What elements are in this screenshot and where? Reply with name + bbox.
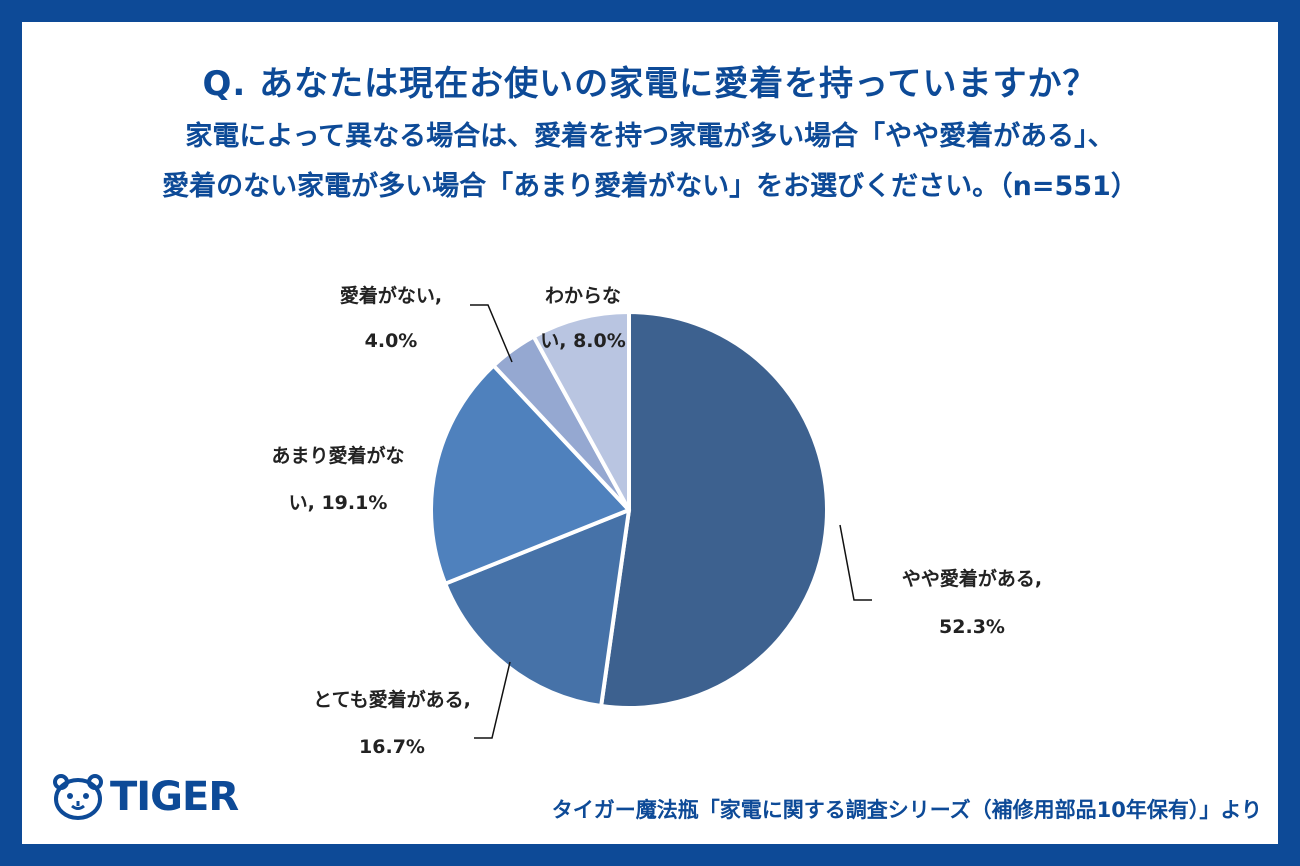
chart-subtitle-line1: 家電によって異なる場合は、愛着を持つ家電が多い場合「やや愛着がある」、: [185, 121, 1115, 152]
chart-title: Q. あなたは現在お使いの家電に愛着を持っていますか？: [202, 64, 1098, 104]
slice-label-2-line1: とても愛着がある,: [313, 688, 471, 711]
slice-label-2-line2: 16.7%: [359, 736, 425, 758]
slice-label-3-line2: い, 19.1%: [289, 492, 388, 514]
pie-slice-1: [599, 310, 829, 710]
slice-label-1-line1: やや愛着がある,: [902, 567, 1042, 590]
chart-card: Q. あなたは現在お使いの家電に愛着を持っていますか？ 家電によって異なる場合は…: [22, 22, 1278, 844]
leader-line-1: [839, 524, 872, 601]
logo-text: TIGER: [110, 774, 239, 820]
tiger-face-icon: [53, 774, 103, 820]
source-note: タイガー魔法瓶「家電に関する調査シリーズ（補修用部品10年保有）」より: [551, 798, 1262, 822]
slice-label-5-line1: わからな: [545, 285, 621, 307]
slice-label-5-line2: い, 8.0%: [540, 330, 626, 352]
leader-line-4: [470, 304, 513, 363]
tiger-logo: TIGER: [52, 774, 239, 820]
slice-label-3-line1: あまり愛着がな: [271, 444, 404, 467]
slice-label-4-line1: 愛着がない,: [340, 284, 442, 307]
pie-slice-3: [429, 363, 631, 586]
pie-chart: やや愛着がある, 52.3% とても愛着がある, 16.7% あまり愛着がない, 19.…: [271, 284, 1042, 758]
pie-slice-2: [443, 508, 631, 709]
slice-label-4-line2: 4.0%: [365, 330, 418, 352]
pie-slice-5: [531, 310, 631, 512]
chart-subtitle-line2: 愛着のない家電が多い場合「あまり愛着がない」をお選びください。（n=551）: [162, 171, 1138, 202]
slice-label-1-line2: 52.3%: [939, 616, 1005, 638]
leader-line-2: [474, 661, 511, 739]
